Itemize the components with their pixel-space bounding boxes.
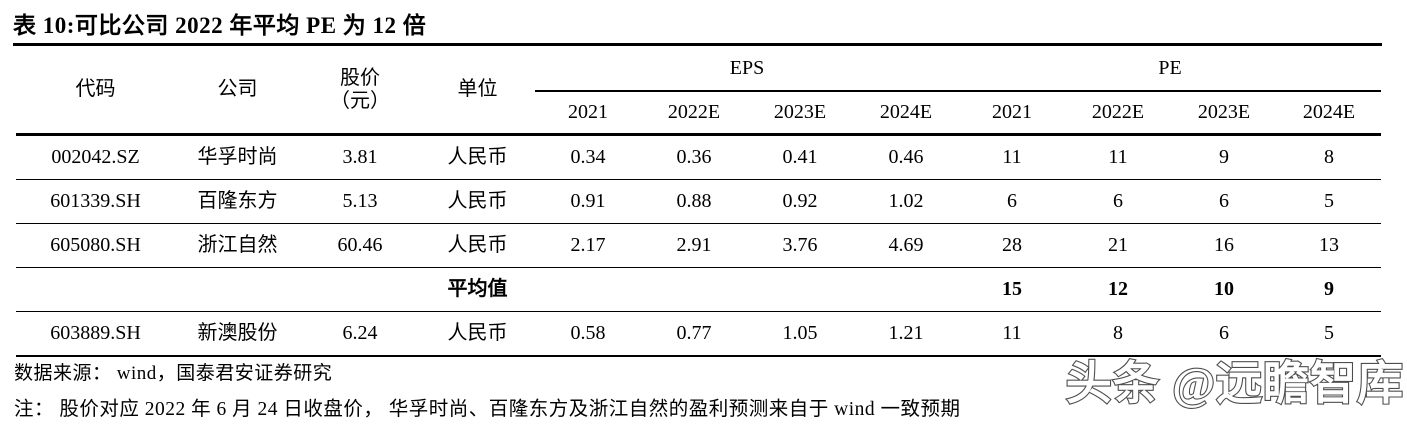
pe-2021-cell: 28 <box>959 223 1066 268</box>
title-underline <box>13 43 1382 46</box>
company-cell <box>175 267 300 312</box>
eps-2021-cell: 0.58 <box>535 311 641 357</box>
unit-cell: 人民币 <box>420 179 535 224</box>
eps-2024e-cell: 0.46 <box>853 133 960 180</box>
year-header-eps-2021: 2021 <box>568 101 608 123</box>
eps-2024e-cell: 4.69 <box>853 223 960 268</box>
price-cell: 60.46 <box>300 223 420 268</box>
unit-cell: 人民币 <box>420 311 535 357</box>
table-title: 表 10:可比公司 2022 年平均 PE 为 12 倍 <box>13 13 427 38</box>
pe-2022e-cell: 21 <box>1065 223 1172 268</box>
group-header-pe: PE <box>959 46 1381 92</box>
year-header-pe-2023e: 2023E <box>1197 101 1251 123</box>
price-header-line1: 股价 <box>340 66 380 89</box>
unit-cell: 人民币 <box>420 223 535 268</box>
average-label-cell: 平均值 <box>420 267 535 312</box>
pe-2022e-cell: 12 <box>1065 267 1172 312</box>
eps-2022e-cell: 2.91 <box>641 223 747 268</box>
eps-2022e-cell <box>641 267 747 312</box>
price-cell: 6.24 <box>300 311 420 357</box>
footnote-line: 注： 股价对应 2022 年 6 月 24 日收盘价， 华孚时尚、百隆东方及浙江… <box>14 399 961 420</box>
unit-cell: 人民币 <box>420 133 535 180</box>
pe-2022e-cell: 6 <box>1065 179 1172 224</box>
eps-2021-cell: 0.91 <box>535 179 641 224</box>
eps-2022e-cell: 0.77 <box>641 311 747 357</box>
pe-2023e-cell: 6 <box>1171 311 1278 357</box>
col-header-code: 代码 <box>75 78 116 100</box>
eps-2023e-cell: 3.76 <box>747 223 853 268</box>
col-header-company: 公司 <box>217 78 258 100</box>
year-header-eps-2024e: 2024E <box>879 101 933 123</box>
pe-2023e-cell: 9 <box>1171 133 1278 180</box>
eps-2022e-cell: 0.88 <box>641 179 747 224</box>
pe-2024e-cell: 8 <box>1277 133 1381 180</box>
company-cell: 浙江自然 <box>175 223 300 268</box>
comparable-companies-table: 代码 公司 股价 （元） 单位 EPS PE 2021 2022E 2023E … <box>16 46 1381 357</box>
eps-2021-cell <box>535 267 641 312</box>
pe-2024e-cell: 5 <box>1277 179 1381 224</box>
eps-2024e-cell: 1.21 <box>853 311 960 357</box>
data-source-line: 数据来源： wind，国泰君安证券研究 <box>14 363 333 384</box>
pe-2021-cell: 11 <box>959 311 1066 357</box>
pe-2024e-cell: 13 <box>1277 223 1381 268</box>
eps-2023e-cell: 0.41 <box>747 133 853 180</box>
year-header-eps-2023e: 2023E <box>773 101 827 123</box>
watermark-toutiao-yuanzhan: 头条 @远瞻智库 <box>1065 357 1404 410</box>
company-cell: 新澳股份 <box>175 311 300 357</box>
col-header-unit: 单位 <box>457 78 498 100</box>
code-cell: 601339.SH <box>16 179 175 224</box>
pe-2021-cell: 6 <box>959 179 1066 224</box>
pe-2022e-cell: 8 <box>1065 311 1172 357</box>
eps-2021-cell: 2.17 <box>535 223 641 268</box>
year-header-row: 2021 2022E 2023E 2024E 2021 2022E 2023E … <box>16 91 1381 135</box>
eps-2024e-cell: 1.02 <box>853 179 960 224</box>
group-header-eps: EPS <box>535 46 960 92</box>
eps-2022e-cell: 0.36 <box>641 133 747 180</box>
eps-2024e-cell <box>853 267 960 312</box>
table-row-601339: 601339.SH 百隆东方 5.13 人民币 0.91 0.88 0.92 1… <box>16 179 1381 224</box>
col-header-price: 股价 （元） <box>300 46 420 135</box>
table-row-605080: 605080.SH 浙江自然 60.46 人民币 2.17 2.91 3.76 … <box>16 223 1381 268</box>
code-cell: 605080.SH <box>16 223 175 268</box>
pe-2022e-cell: 11 <box>1065 133 1172 180</box>
eps-2023e-cell <box>747 267 853 312</box>
price-cell: 3.81 <box>300 133 420 180</box>
price-cell: 5.13 <box>300 179 420 224</box>
pe-2023e-cell: 10 <box>1171 267 1278 312</box>
code-cell: 002042.SZ <box>16 133 175 180</box>
year-header-pe-2024e: 2024E <box>1302 101 1356 123</box>
price-cell <box>300 267 420 312</box>
eps-2023e-cell: 0.92 <box>747 179 853 224</box>
company-cell: 华孚时尚 <box>175 133 300 180</box>
year-header-pe-2022e: 2022E <box>1091 101 1145 123</box>
group-header-row: 代码 公司 股价 （元） 单位 EPS PE <box>16 46 1381 112</box>
company-cell: 百隆东方 <box>175 179 300 224</box>
year-header-eps-2022e: 2022E <box>667 101 721 123</box>
pe-2024e-cell: 9 <box>1277 267 1381 312</box>
eps-2021-cell: 0.34 <box>535 133 641 180</box>
pe-2021-cell: 11 <box>959 133 1066 180</box>
pe-2024e-cell: 5 <box>1277 311 1381 357</box>
table-row-603889: 603889.SH 新澳股份 6.24 人民币 0.58 0.77 1.05 1… <box>16 311 1381 357</box>
pe-2023e-cell: 16 <box>1171 223 1278 268</box>
price-header-line2: （元） <box>330 89 390 112</box>
code-cell <box>16 267 175 312</box>
table-row-average: 平均值 15 12 10 9 <box>16 267 1381 312</box>
table-row-002042: 002042.SZ 华孚时尚 3.81 人民币 0.34 0.36 0.41 0… <box>16 133 1381 180</box>
code-cell: 603889.SH <box>16 311 175 357</box>
pe-2023e-cell: 6 <box>1171 179 1278 224</box>
pe-2021-cell: 15 <box>959 267 1066 312</box>
eps-2023e-cell: 1.05 <box>747 311 853 357</box>
year-header-pe-2021: 2021 <box>992 101 1033 123</box>
